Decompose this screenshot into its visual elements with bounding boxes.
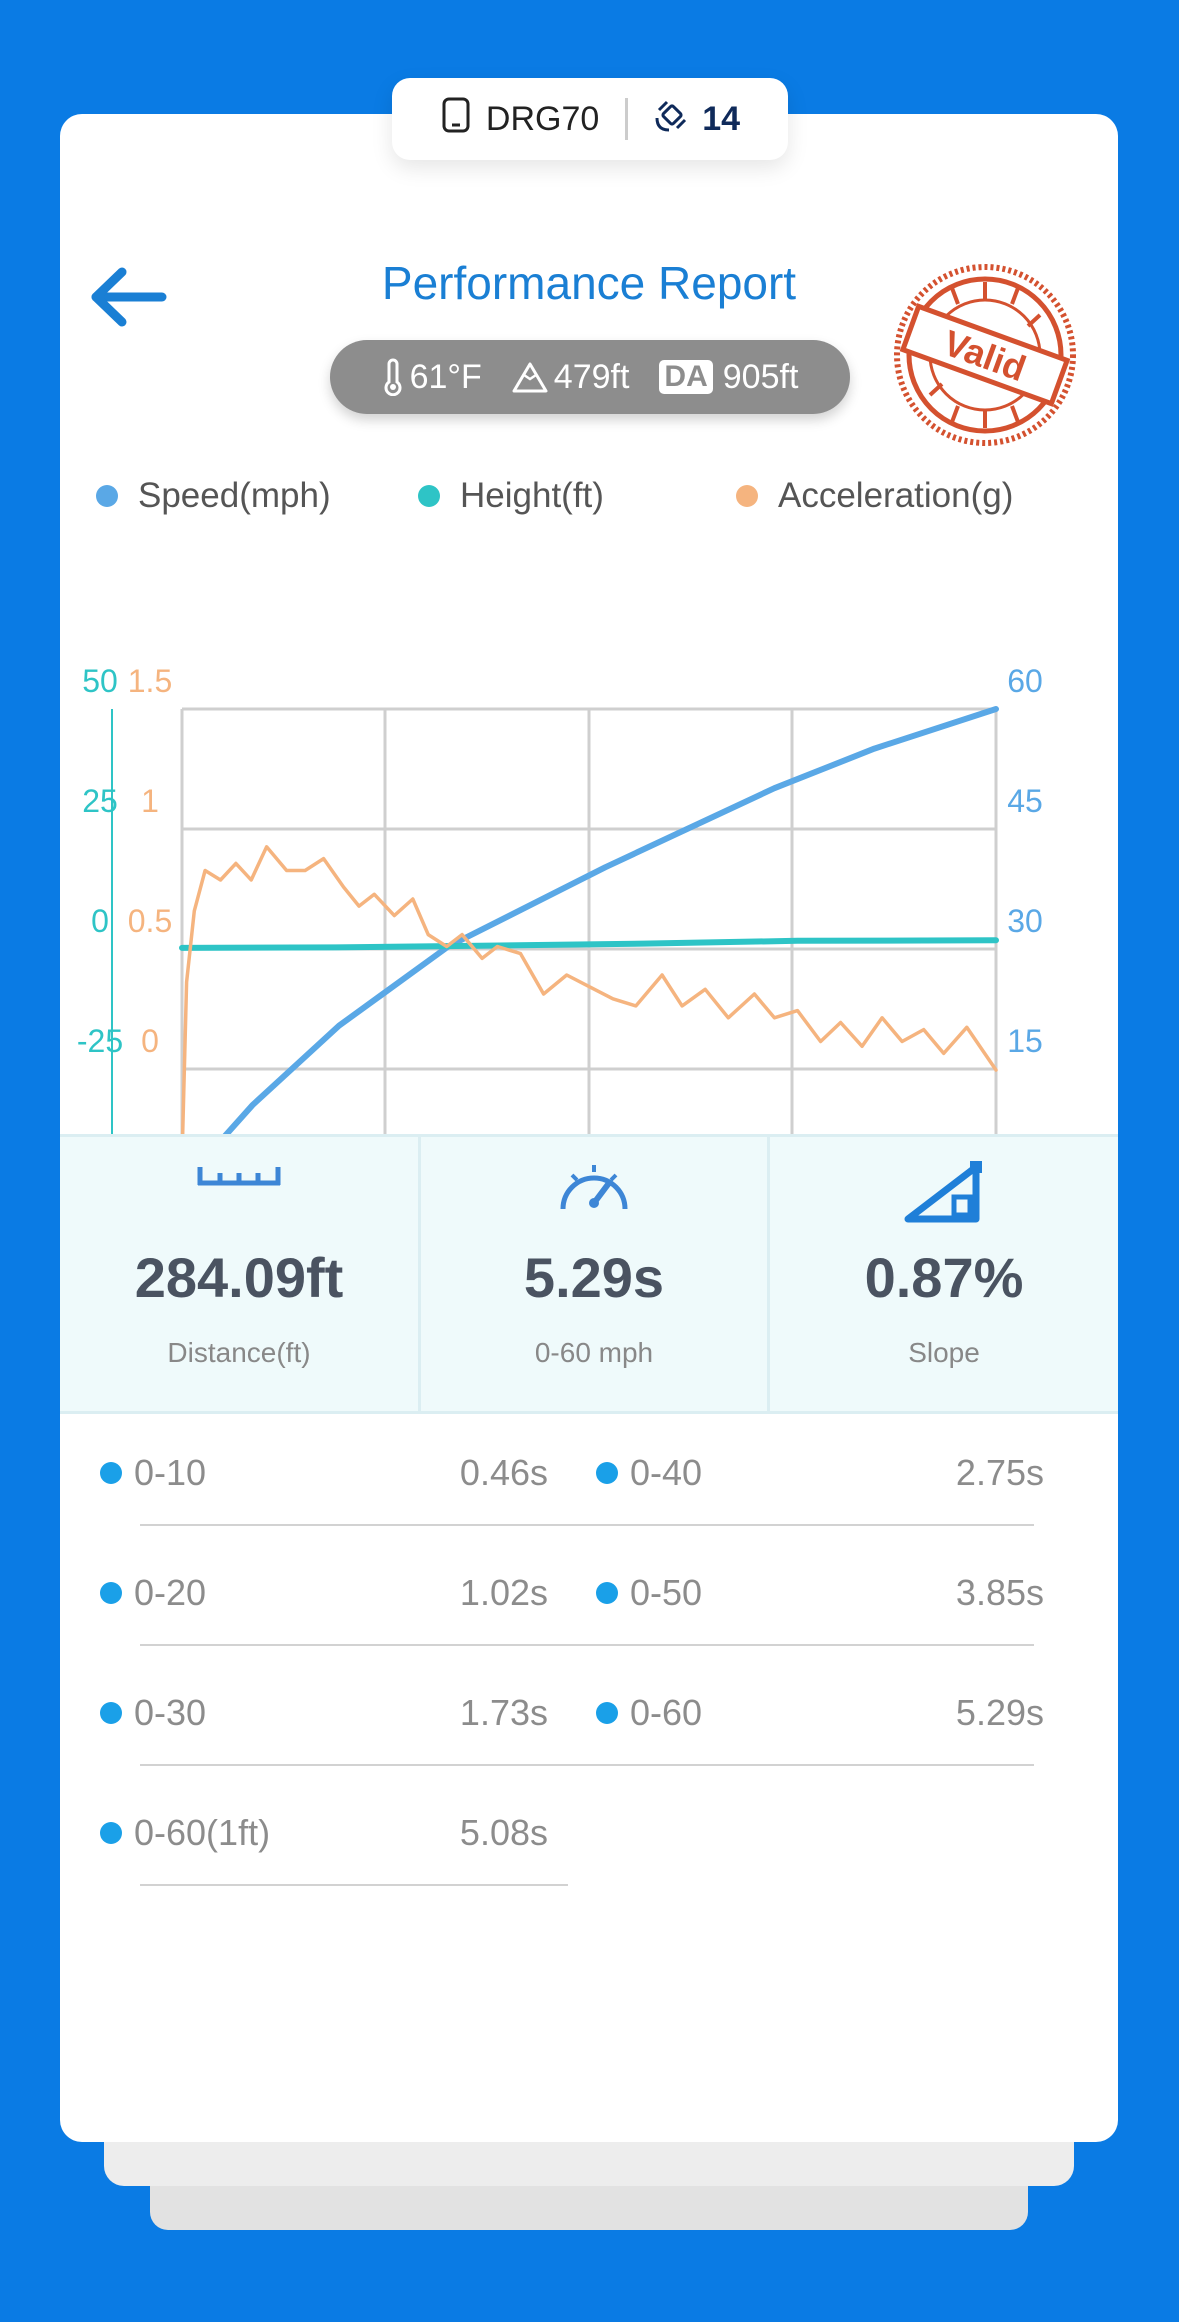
- split-value: 5.29s: [955, 1692, 1044, 1733]
- legend-dot-acceleration: [736, 485, 758, 507]
- legend-label-speed: Speed(mph): [138, 476, 331, 515]
- zero-to-sixty-value: 5.29s: [523, 1246, 665, 1309]
- series-line-acceleration: [180, 845, 998, 1163]
- device-pill[interactable]: DRG70 14: [392, 78, 788, 160]
- height-tick-label: 50: [82, 663, 118, 699]
- height-tick-label: 0: [91, 903, 109, 939]
- series-line-height: [179, 937, 999, 951]
- row-divider: [140, 1764, 1034, 1766]
- ruler-icon: [196, 1159, 282, 1194]
- split-value: 2.75s: [955, 1452, 1044, 1493]
- device-name: DRG70: [485, 99, 600, 138]
- speed-tick-label: 30: [1007, 903, 1043, 939]
- phone-icon: [440, 97, 472, 142]
- acceleration-tick-label: 0.5: [128, 903, 172, 939]
- acceleration-tick-label: 1.5: [128, 663, 172, 699]
- legend-label-height: Height(ft): [460, 476, 604, 515]
- slope-value: 0.87%: [864, 1246, 1024, 1309]
- stats-divider: [767, 1137, 770, 1411]
- split-dot: [100, 1462, 122, 1484]
- height-tick-label: -25: [77, 1023, 123, 1059]
- split-value: 1.02s: [459, 1572, 548, 1613]
- stat-slope: 0.87% Slope: [770, 1137, 1118, 1411]
- chart-legend: Speed(mph) Height(ft) Acceleration(g): [60, 476, 1118, 526]
- split-0-60: 0-60 5.29s: [556, 1654, 1044, 1774]
- stat-zero-to-sixty: 5.29s 0-60 mph: [421, 1137, 767, 1411]
- split-label: 0-20: [134, 1572, 207, 1613]
- series-line-speed: [179, 706, 999, 1187]
- split-dot: [100, 1582, 122, 1604]
- split-0-40: 0-40 2.75s: [556, 1414, 1044, 1534]
- legend-item-height[interactable]: Height(ft): [418, 476, 604, 516]
- row-divider: [140, 1524, 1034, 1526]
- back-button[interactable]: [86, 262, 172, 332]
- conditions-pill: 61°F 479ft DA 905ft: [330, 340, 850, 414]
- acceleration-tick-label: 1: [141, 783, 159, 819]
- split-value: 5.08s: [459, 1812, 548, 1853]
- legend-label-acceleration: Acceleration(g): [778, 476, 1014, 515]
- split-dot: [100, 1822, 122, 1844]
- split-label: 0-50: [630, 1572, 703, 1613]
- split-0-10: 0-10 0.46s: [60, 1414, 548, 1534]
- split-0-50: 0-50 3.85s: [556, 1534, 1044, 1654]
- split-0-60-1ft: 0-60(1ft) 5.08s: [60, 1774, 548, 1894]
- split-label: 0-30: [134, 1692, 207, 1733]
- split-dot: [596, 1582, 618, 1604]
- slope-label: Slope: [908, 1337, 980, 1368]
- temperature: 61°F: [382, 358, 482, 397]
- height-tick-label: 25: [82, 783, 118, 819]
- temperature-value: 61°F: [409, 357, 482, 396]
- arrow-left-icon: [91, 267, 167, 327]
- stats-divider: [418, 1137, 421, 1411]
- split-value: 0.46s: [459, 1452, 548, 1493]
- da-badge: DA: [659, 360, 713, 394]
- speedometer-icon: [557, 1159, 631, 1220]
- legend-item-acceleration[interactable]: Acceleration(g): [736, 476, 1013, 516]
- satellite-icon: [654, 97, 690, 142]
- legend-item-speed[interactable]: Speed(mph): [96, 476, 331, 516]
- split-dot: [100, 1702, 122, 1724]
- legend-dot-height: [418, 485, 440, 507]
- thermometer-icon: [384, 358, 402, 396]
- divider: [625, 98, 629, 140]
- split-label: 0-60(1ft): [134, 1812, 271, 1853]
- distance-label: Distance(ft): [167, 1337, 311, 1368]
- split-0-20: 0-20 1.02s: [60, 1534, 548, 1654]
- stats-panel: 284.09ft Distance(ft) 5.29s 0-60 mph 0.8…: [60, 1134, 1118, 1414]
- split-label: 0-40: [630, 1452, 703, 1493]
- report-card: Performance Report 61°F 479ft DA 905ft: [60, 114, 1118, 2142]
- split-value: 1.73s: [459, 1692, 548, 1733]
- valid-stamp-icon: Valid: [890, 260, 1080, 450]
- mountain-icon: [512, 362, 548, 393]
- split-0-30: 0-30 1.73s: [60, 1654, 548, 1774]
- density-altitude-value: 905ft: [722, 357, 799, 396]
- row-divider: [140, 1884, 568, 1886]
- altitude-value: 479ft: [553, 357, 630, 396]
- row-divider: [140, 1644, 1034, 1646]
- altitude: 479ft: [512, 357, 630, 397]
- split-label: 0-60: [630, 1692, 703, 1733]
- zero-to-sixty-label: 0-60 mph: [534, 1337, 654, 1368]
- speed-tick-label: 60: [1007, 663, 1043, 699]
- stat-distance: 284.09ft Distance(ft): [60, 1137, 418, 1411]
- split-dot: [596, 1462, 618, 1484]
- satellite-count: 14: [702, 99, 741, 138]
- speed-tick-label: 45: [1007, 783, 1043, 819]
- split-dot: [596, 1702, 618, 1724]
- distance-value: 284.09ft: [134, 1246, 344, 1309]
- split-value: 3.85s: [955, 1572, 1044, 1613]
- speed-tick-label: 15: [1007, 1023, 1043, 1059]
- legend-dot-speed: [96, 485, 118, 507]
- density-altitude: DA 905ft: [659, 358, 798, 397]
- acceleration-tick-label: 0: [141, 1023, 159, 1059]
- slope-icon: [904, 1159, 984, 1230]
- split-label: 0-10: [134, 1452, 207, 1493]
- page-title: Performance Report: [381, 257, 797, 309]
